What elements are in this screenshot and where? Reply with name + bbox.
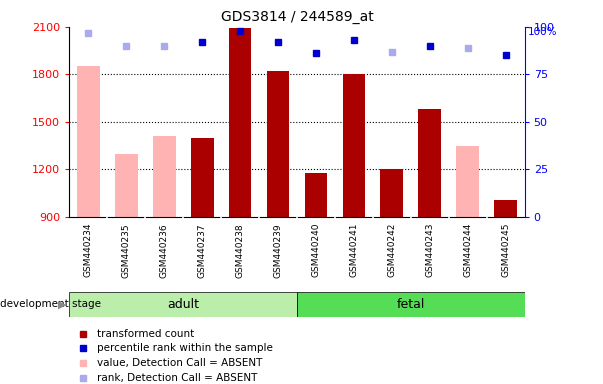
Bar	[229, 28, 251, 217]
Bar	[191, 138, 213, 217]
Bar	[297, 292, 525, 317]
Text: GSM440245: GSM440245	[501, 223, 510, 278]
Text: GSM440237: GSM440237	[198, 223, 207, 278]
Text: GSM440242: GSM440242	[387, 223, 396, 277]
Text: GSM440234: GSM440234	[84, 223, 93, 278]
Bar	[494, 200, 517, 217]
Text: rank, Detection Call = ABSENT: rank, Detection Call = ABSENT	[96, 373, 257, 383]
Bar	[153, 136, 175, 217]
Text: fetal: fetal	[397, 298, 425, 311]
Bar	[267, 71, 289, 217]
Bar	[305, 174, 327, 217]
Text: transformed count: transformed count	[96, 329, 194, 339]
Text: GSM440240: GSM440240	[311, 223, 320, 278]
Bar	[380, 169, 403, 217]
Text: percentile rank within the sample: percentile rank within the sample	[96, 343, 273, 353]
Bar	[77, 66, 99, 217]
Text: GSM440241: GSM440241	[349, 223, 358, 278]
Bar	[115, 154, 137, 217]
Text: GSM440239: GSM440239	[274, 223, 283, 278]
Bar	[69, 292, 297, 317]
Text: GSM440244: GSM440244	[463, 223, 472, 277]
Bar	[343, 74, 365, 217]
Text: GSM440238: GSM440238	[236, 223, 245, 278]
Bar	[418, 109, 441, 217]
Text: adult: adult	[167, 298, 199, 311]
Text: GSM440236: GSM440236	[160, 223, 169, 278]
Title: GDS3814 / 244589_at: GDS3814 / 244589_at	[221, 10, 373, 25]
Bar	[456, 146, 479, 217]
Text: ▶: ▶	[58, 299, 66, 310]
Text: GSM440243: GSM440243	[425, 223, 434, 278]
Text: GSM440235: GSM440235	[122, 223, 131, 278]
Text: value, Detection Call = ABSENT: value, Detection Call = ABSENT	[96, 358, 262, 368]
Text: 100%: 100%	[528, 27, 557, 37]
Text: development stage: development stage	[0, 299, 101, 310]
